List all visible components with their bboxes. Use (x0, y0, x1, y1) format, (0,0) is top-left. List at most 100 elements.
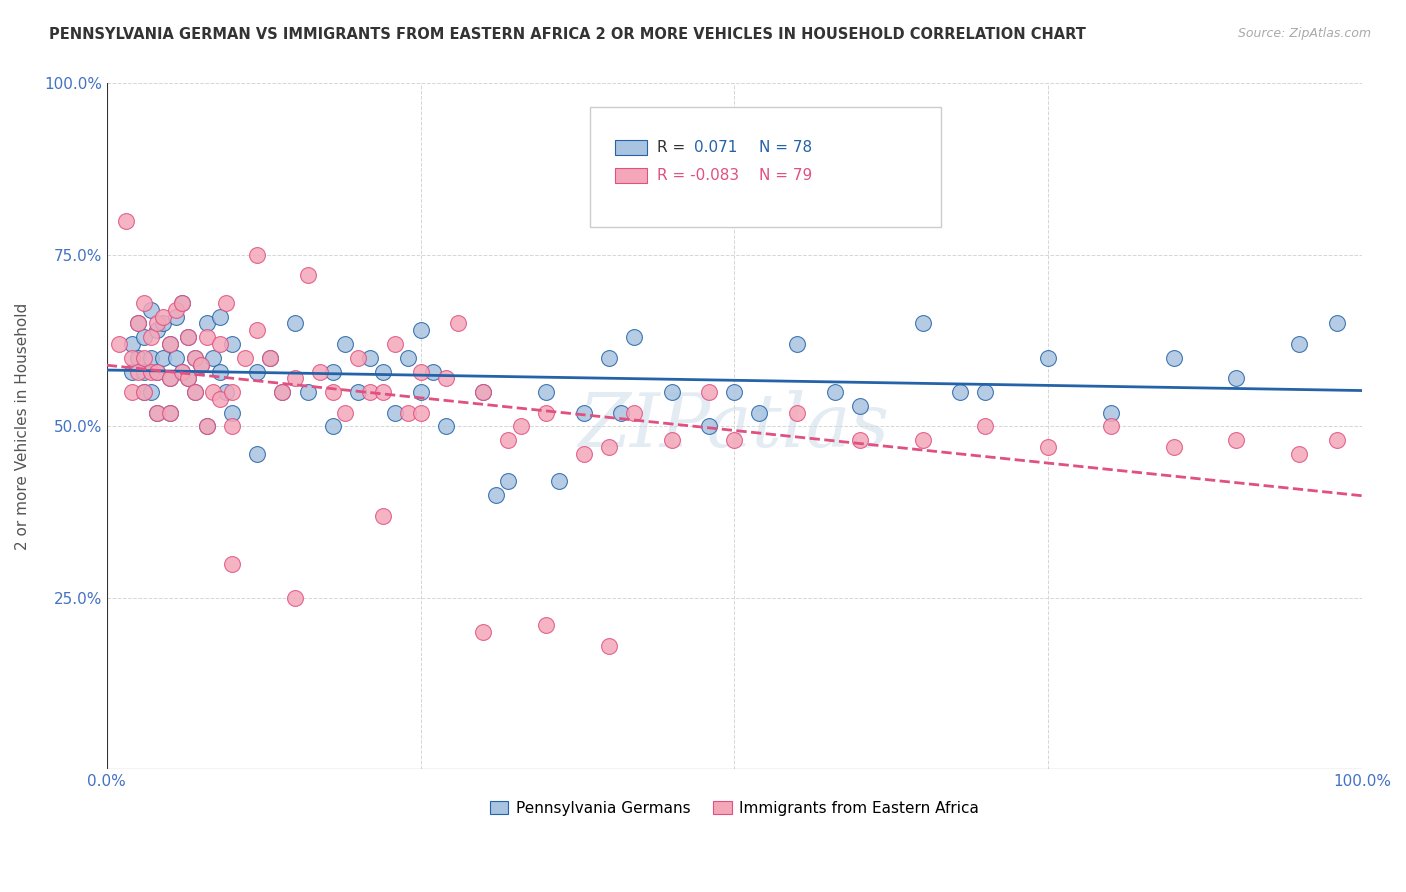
Point (246, 447, 269, 461)
Text: PENNSYLVANIA GERMAN VS IMMIGRANTS FROM EASTERN AFRICA 2 OR MORE VEHICLES IN HOUS: PENNSYLVANIA GERMAN VS IMMIGRANTS FROM E… (49, 27, 1085, 42)
Point (146, 364, 169, 378)
Point (1288, 337, 1310, 351)
Point (139, 385, 162, 400)
Point (114, 213, 136, 227)
Point (1326, 433, 1348, 447)
Point (1225, 433, 1247, 447)
Point (121, 351, 143, 365)
Point (215, 296, 238, 310)
Point (359, 385, 381, 400)
Point (159, 406, 181, 420)
Point (177, 371, 200, 385)
Point (271, 385, 294, 400)
Y-axis label: 2 or more Vehicles in Household: 2 or more Vehicles in Household (15, 302, 30, 550)
Point (371, 385, 394, 400)
Point (1099, 406, 1122, 420)
Point (697, 385, 720, 400)
Point (598, 639, 620, 653)
Text: Source: ZipAtlas.com: Source: ZipAtlas.com (1237, 27, 1371, 40)
Point (159, 371, 181, 385)
Point (849, 399, 872, 413)
Point (1225, 371, 1247, 385)
Point (246, 248, 269, 262)
Point (396, 351, 419, 365)
Text: R = -0.083: R = -0.083 (657, 168, 738, 183)
Point (409, 323, 432, 337)
Bar (616, 140, 647, 155)
Point (159, 371, 181, 385)
Point (661, 385, 683, 400)
Point (177, 330, 200, 344)
Point (134, 351, 156, 365)
Point (259, 351, 281, 365)
Point (447, 317, 470, 331)
Text: N = 79: N = 79 (759, 168, 813, 183)
Point (139, 302, 162, 317)
Point (165, 351, 187, 365)
Point (371, 364, 394, 378)
Point (159, 337, 181, 351)
Point (127, 351, 149, 365)
Point (195, 317, 218, 331)
Text: N = 78: N = 78 (759, 140, 813, 155)
Point (623, 406, 645, 420)
Point (134, 330, 156, 344)
Point (170, 296, 193, 310)
Text: 0.071: 0.071 (695, 140, 738, 155)
Point (221, 419, 243, 434)
Point (434, 371, 457, 385)
Point (159, 406, 181, 420)
Point (335, 337, 357, 351)
Point (195, 419, 218, 434)
Point (322, 364, 344, 378)
Point (183, 385, 205, 400)
Point (284, 371, 307, 385)
Point (849, 433, 872, 447)
Point (146, 323, 169, 337)
Point (949, 385, 972, 400)
Point (190, 358, 212, 372)
Point (146, 406, 169, 420)
Point (146, 364, 169, 378)
Point (202, 385, 225, 400)
Point (371, 508, 394, 523)
Point (610, 406, 633, 420)
Point (127, 364, 149, 378)
Point (152, 317, 174, 331)
Point (396, 406, 419, 420)
Point (572, 406, 595, 420)
Point (661, 433, 683, 447)
Point (409, 406, 432, 420)
Point (485, 488, 508, 502)
Point (335, 406, 357, 420)
Point (534, 406, 557, 420)
Point (165, 302, 187, 317)
Legend: Pennsylvania Germans, Immigrants from Eastern Africa: Pennsylvania Germans, Immigrants from Ea… (482, 793, 987, 823)
Point (297, 385, 319, 400)
Point (121, 385, 143, 400)
Point (359, 351, 381, 365)
Point (284, 317, 307, 331)
Point (1288, 447, 1310, 461)
Point (723, 385, 745, 400)
Point (170, 296, 193, 310)
Point (139, 351, 162, 365)
Point (472, 385, 495, 400)
Point (1163, 351, 1185, 365)
Point (221, 337, 243, 351)
Point (297, 268, 319, 283)
Point (309, 364, 332, 378)
Point (346, 385, 368, 400)
Point (190, 358, 212, 372)
Point (134, 364, 156, 378)
Point (183, 385, 205, 400)
Point (208, 337, 231, 351)
Point (723, 433, 745, 447)
Point (322, 419, 344, 434)
Point (177, 371, 200, 385)
Point (598, 440, 620, 454)
Point (322, 385, 344, 400)
Point (409, 364, 432, 378)
Point (284, 591, 307, 605)
Point (271, 385, 294, 400)
